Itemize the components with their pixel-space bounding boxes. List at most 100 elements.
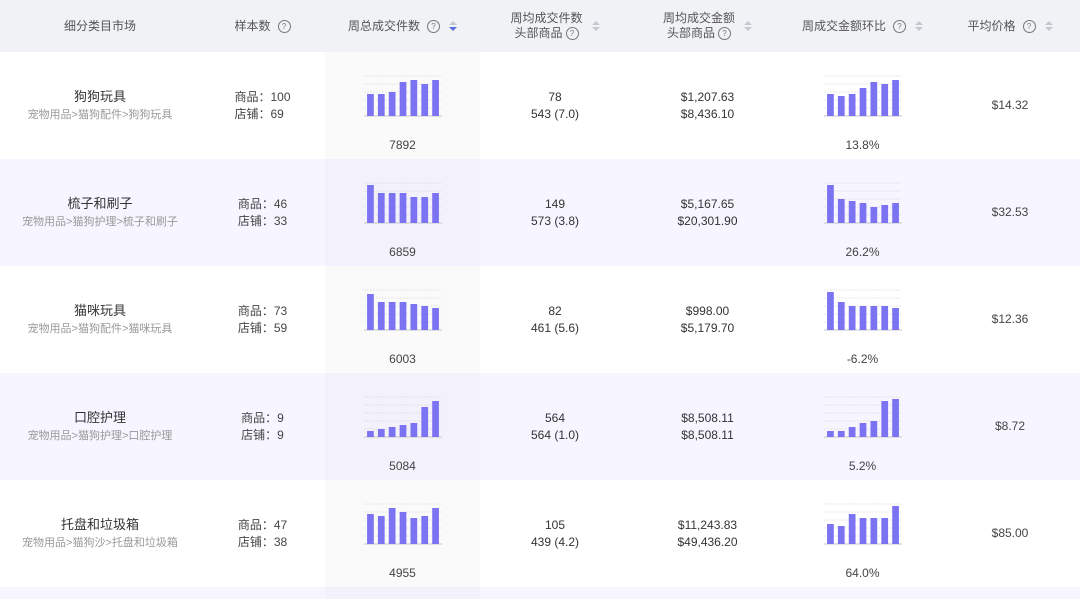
spark-bar: [826, 431, 834, 437]
weekly-avg-count-sub: 439 (4.2): [530, 534, 580, 549]
sort-icon[interactable]: [1044, 21, 1053, 31]
avg-price-cell: $8.72: [940, 373, 1080, 480]
avg-price-value: $12.36: [991, 312, 1029, 326]
weekly-avg-count: 105: [544, 517, 566, 532]
category-name[interactable]: 梳子和刷子: [67, 195, 133, 211]
spark-bar: [377, 193, 385, 223]
spark-bar: [409, 423, 417, 437]
spark-bar: [377, 516, 385, 544]
weekly-avg-count-sub: 564 (1.0): [530, 427, 580, 442]
table-row[interactable]: 口腔护理 宠物用品>猫狗护理>口腔护理 商品：9 店铺：9 5084 564 5…: [0, 373, 1080, 480]
shop-count: 店铺：69: [234, 106, 284, 121]
header-weekly-change[interactable]: 周成交金额环比?: [785, 0, 940, 52]
avg-price-value: $85.00: [991, 526, 1029, 540]
weekly-total-cell: 5084: [325, 373, 480, 480]
spark-bar: [377, 302, 385, 330]
help-icon[interactable]: ?: [427, 19, 440, 33]
avg-price-cell: $32.53: [940, 159, 1080, 266]
help-icon[interactable]: ?: [565, 27, 579, 41]
spark-bar: [826, 524, 834, 544]
weekly-change-value: -6.2%: [846, 352, 879, 366]
spark-bar: [837, 431, 845, 437]
spark-bar: [431, 401, 439, 437]
spark-bar: [420, 84, 428, 116]
spark-bar: [880, 84, 888, 116]
spark-bar: [891, 506, 899, 544]
weekly-amount-cell: $8,508.11 $8,508.11: [630, 373, 785, 480]
spark-bar: [891, 308, 899, 330]
weekly-change-sparkbar: [823, 396, 902, 438]
spark-bar: [837, 96, 845, 116]
spark-bar: [837, 199, 845, 223]
table-header: 细分类目市场 样本数? 周总成交件数? 周均成交件数 头部商品? 周均成交金额 …: [0, 0, 1080, 52]
spark-bar: [880, 205, 888, 223]
sort-icon[interactable]: [449, 21, 457, 31]
weekly-total-value: 6859: [389, 245, 416, 259]
header-sample[interactable]: 样本数?: [200, 0, 325, 52]
spark-bar: [366, 431, 374, 437]
header-weekly-total[interactable]: 周总成交件数?: [325, 0, 480, 52]
weekly-avg-amount-sub: $8,508.11: [681, 427, 734, 442]
spark-bar: [399, 193, 406, 223]
category-cell: 猫咪玩具 宠物用品>猫狗配件>猫咪玩具: [0, 266, 200, 373]
product-count: 商品：46: [237, 196, 288, 211]
spark-bar: [859, 306, 866, 330]
weekly-avg-amount-sub: $20,301.90: [677, 213, 738, 228]
avg-price-value: $8.72: [994, 419, 1026, 433]
weekly-avg-amount: $5,167.65: [680, 196, 735, 211]
help-icon[interactable]: ?: [277, 19, 291, 33]
spark-bar: [880, 306, 888, 330]
category-path: 宠物用品>猫狗护理>口腔护理: [27, 429, 173, 442]
header-weekly-amount[interactable]: 周均成交金额 头部商品?: [630, 0, 785, 52]
shop-count: 店铺：9: [241, 427, 284, 442]
help-icon[interactable]: ?: [1022, 19, 1036, 33]
category-name[interactable]: 猫咪玩具: [73, 302, 126, 318]
category-path: 宠物用品>猫狗配件>猫咪玩具: [27, 322, 173, 335]
category-name[interactable]: 狗狗玩具: [73, 88, 126, 104]
weekly-avg-amount-sub: $49,436.20: [677, 534, 738, 549]
spark-bar: [399, 512, 406, 544]
product-count: 商品：47: [237, 517, 288, 532]
weekly-amount-cell: $11,243.83 $49,436.20: [630, 480, 785, 587]
help-icon[interactable]: ?: [718, 27, 731, 41]
sample-cell: 商品：46 店铺：33: [200, 159, 325, 266]
sort-icon[interactable]: [744, 21, 752, 31]
sort-icon[interactable]: [591, 21, 600, 31]
shop-count: 店铺：33: [237, 213, 288, 228]
sort-icon[interactable]: [915, 21, 923, 31]
spark-bar: [848, 201, 856, 223]
header-avg-price[interactable]: 平均价格?: [940, 0, 1080, 52]
weekly-change-value: 64.0%: [845, 566, 880, 580]
table-row[interactable]: 狗狗玩具 宠物用品>猫狗配件>狗狗玩具 商品：100 店铺：69 7892 78…: [0, 52, 1080, 159]
category-path: 宠物用品>猫狗配件>狗狗玩具: [27, 108, 173, 121]
sample-cell: 商品：47 店铺：38: [200, 480, 325, 587]
sample-cell: 商品：73 店铺：59: [200, 266, 325, 373]
weekly-total-sparkbar: [363, 396, 442, 438]
spark-bar: [388, 193, 396, 223]
category-name[interactable]: 口腔护理: [73, 409, 126, 425]
category-path: 宠物用品>猫狗沙>托盘和垃圾箱: [22, 536, 178, 549]
table-row-partial: [0, 587, 1080, 599]
table-row[interactable]: 梳子和刷子 宠物用品>猫狗护理>梳子和刷子 商品：46 店铺：33 6859 1…: [0, 159, 1080, 266]
spark-bar: [869, 518, 877, 544]
spark-bar: [409, 518, 417, 544]
product-count: 商品：100: [234, 89, 291, 104]
table-row[interactable]: 猫咪玩具 宠物用品>猫狗配件>猫咪玩具 商品：73 店铺：59 6003 82 …: [0, 266, 1080, 373]
weekly-total-cell: 6003: [325, 266, 480, 373]
spark-bar: [399, 425, 406, 437]
header-category: 细分类目市场: [63, 18, 136, 33]
weekly-change-value: 5.2%: [848, 459, 877, 473]
weekly-total-value: 6003: [389, 352, 416, 366]
weekly-change-cell: 26.2%: [785, 159, 940, 266]
category-cell: 口腔护理 宠物用品>猫狗护理>口腔护理: [0, 373, 200, 480]
spark-bar: [431, 508, 439, 544]
weekly-total-value: 5084: [389, 459, 416, 473]
spark-bar: [431, 308, 439, 330]
help-icon[interactable]: ?: [893, 19, 906, 33]
table-row[interactable]: 托盘和垃圾箱 宠物用品>猫狗沙>托盘和垃圾箱 商品：47 店铺：38 4955 …: [0, 480, 1080, 587]
header-weekly-avg[interactable]: 周均成交件数 头部商品?: [480, 0, 630, 52]
product-count: 商品：73: [237, 303, 288, 318]
category-name[interactable]: 托盘和垃圾箱: [60, 516, 139, 532]
spark-bar: [848, 94, 856, 116]
